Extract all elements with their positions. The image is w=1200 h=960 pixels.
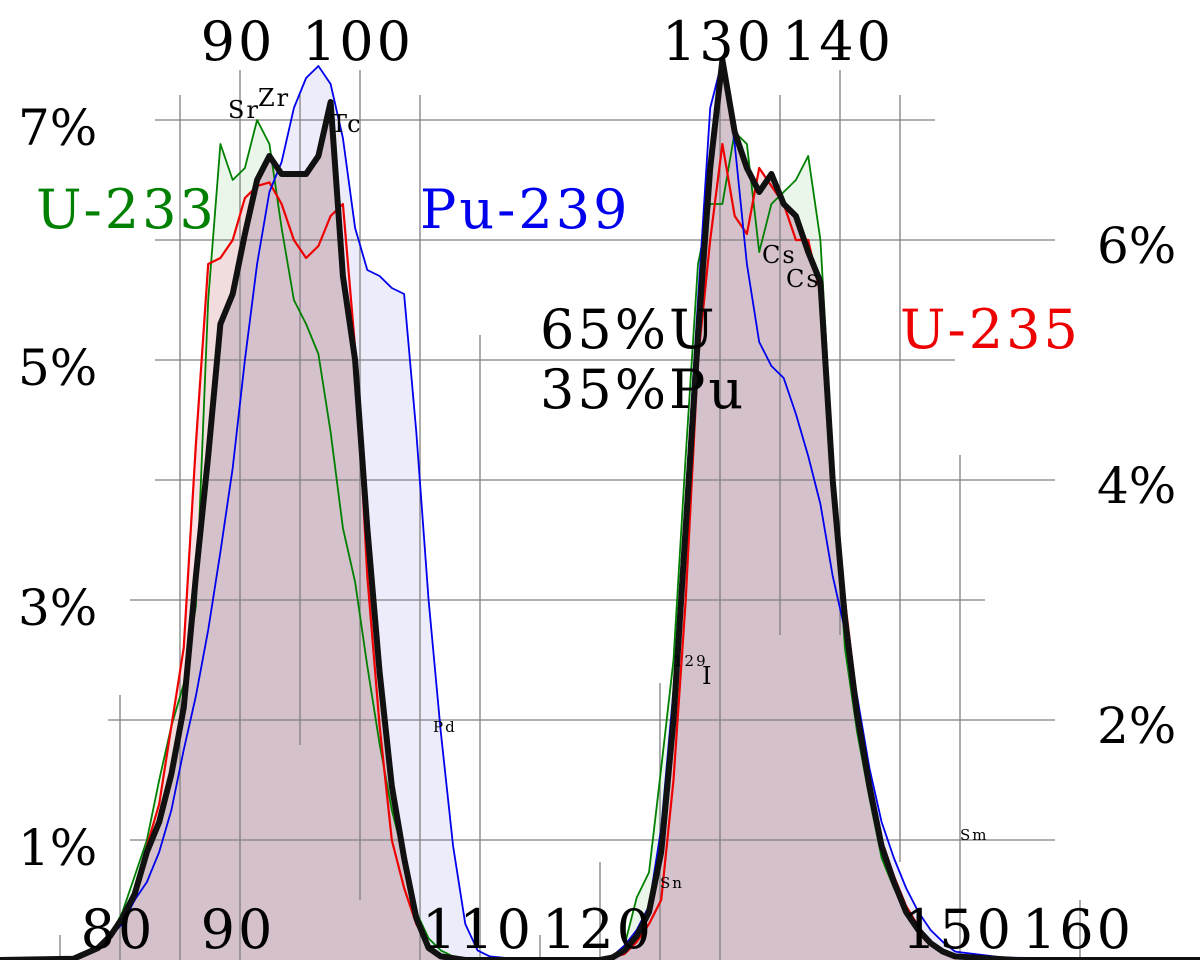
x-top-tick-140: 140 (782, 10, 894, 73)
series-label-u233: U-233 (36, 178, 217, 241)
x-bottom-tick-160: 160 (1022, 898, 1134, 960)
y-right-tick-6: 6% (1097, 217, 1176, 275)
y-left-tick-7: 7% (18, 99, 97, 157)
annotation-sr: Sr (228, 96, 260, 124)
y-left-tick-1: 1% (18, 819, 97, 877)
annotation-zr: Zr (258, 84, 290, 112)
y-left-tick-3: 3% (18, 579, 97, 637)
annotation-i: I (702, 662, 713, 690)
x-top-tick-90: 90 (201, 10, 276, 73)
x-bottom-tick-90: 90 (201, 898, 276, 960)
x-bottom-tick-80: 80 (81, 898, 156, 960)
annotation-cs-1: Cs (762, 241, 797, 269)
annotation-cs-2: Cs (786, 265, 821, 293)
chart-labels: 90 100 130 140 80 90 110 120 150 160 7% … (18, 10, 1176, 960)
series-label-u235: U-235 (900, 298, 1081, 361)
annotation-pd: Pd (433, 718, 457, 736)
mix-label-plutonium: 35%Pu (540, 358, 746, 421)
x-top-tick-100: 100 (302, 10, 414, 73)
annotation-sm: Sm (960, 826, 989, 844)
line-mixed-fuel (0, 57, 1200, 960)
mix-label-uranium: 65%U (540, 298, 718, 361)
x-top-tick-130: 130 (662, 10, 774, 73)
y-right-tick-4: 4% (1097, 457, 1176, 515)
x-bottom-tick-150: 150 (902, 898, 1014, 960)
annotation-sn: Sn (660, 874, 684, 892)
y-left-tick-5: 5% (18, 339, 97, 397)
annotation-tc: Tc (331, 110, 363, 138)
series-label-pu239: Pu-239 (420, 178, 630, 241)
annotation-129: 129 (673, 652, 708, 670)
y-right-tick-2: 2% (1097, 697, 1176, 755)
x-bottom-tick-120: 120 (542, 898, 654, 960)
x-bottom-tick-110: 110 (422, 898, 534, 960)
grid-lines (59, 70, 1081, 960)
series-lines (0, 57, 1200, 960)
